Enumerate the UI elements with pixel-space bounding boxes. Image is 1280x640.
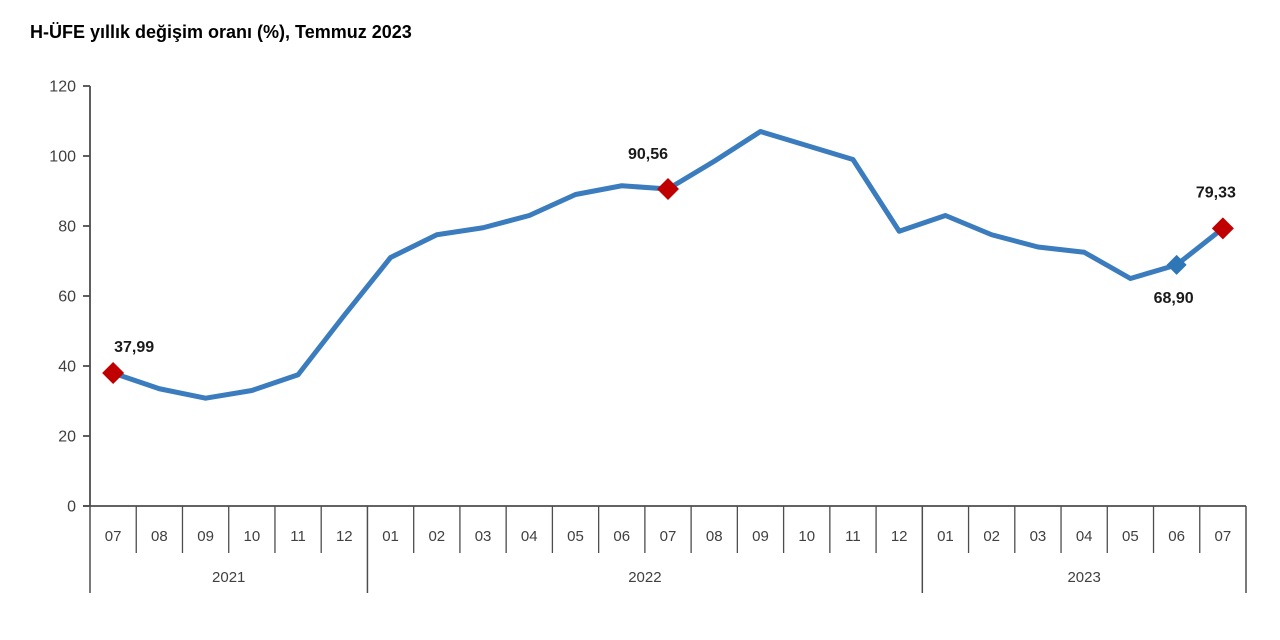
x-month-label: 10 [243, 528, 260, 545]
x-month-label: 03 [475, 528, 492, 545]
x-month-label: 04 [521, 528, 538, 545]
series-line [110, 129, 1226, 401]
x-year-label: 2022 [628, 569, 661, 586]
x-year-label: 2023 [1067, 569, 1100, 586]
red-diamond-marker [102, 362, 125, 385]
x-month-label: 06 [613, 528, 630, 545]
red-diamond-marker [657, 178, 679, 201]
x-month-label: 06 [1168, 528, 1185, 545]
x-month-label: 10 [798, 528, 815, 545]
x-month-label: 01 [382, 528, 399, 545]
annotation-label: 79,33 [1196, 184, 1236, 201]
y-axis-label: 100 [49, 149, 76, 166]
x-year-label: 2021 [212, 569, 245, 586]
x-month-label: 01 [937, 528, 954, 545]
x-month-label: 12 [891, 528, 908, 545]
x-month-label: 09 [752, 528, 769, 545]
x-month-label: 04 [1076, 528, 1093, 545]
y-axis-label: 60 [58, 289, 76, 306]
x-month-label: 05 [1122, 528, 1139, 545]
red-diamond-marker [1211, 217, 1234, 240]
x-month-label: 09 [197, 528, 214, 545]
y-axis-label: 80 [58, 219, 76, 236]
x-month-label: 02 [428, 528, 445, 545]
blue-diamond-marker [1166, 254, 1187, 275]
x-month-label: 08 [706, 528, 723, 545]
chart-title: H-ÜFE yıllık değişim oranı (%), Temmuz 2… [30, 22, 412, 42]
x-month-label: 02 [983, 528, 1000, 545]
annotation-label: 37,99 [114, 339, 154, 356]
y-axis-label: 120 [49, 79, 76, 96]
annotation-label: 90,56 [628, 146, 668, 163]
x-month-label: 08 [151, 528, 168, 545]
x-month-label: 11 [845, 528, 861, 545]
x-month-label: 05 [567, 528, 584, 545]
y-axis-label: 0 [67, 499, 76, 516]
x-month-label: 07 [660, 528, 677, 545]
x-month-label: 07 [1215, 528, 1232, 545]
y-axis-label: 20 [58, 429, 76, 446]
x-month-label: 03 [1030, 528, 1047, 545]
y-axis-label: 40 [58, 359, 76, 376]
x-month-label: 12 [336, 528, 353, 545]
annotation-label: 68,90 [1154, 290, 1194, 307]
x-month-label: 07 [105, 528, 122, 545]
x-month-label: 11 [290, 528, 306, 545]
